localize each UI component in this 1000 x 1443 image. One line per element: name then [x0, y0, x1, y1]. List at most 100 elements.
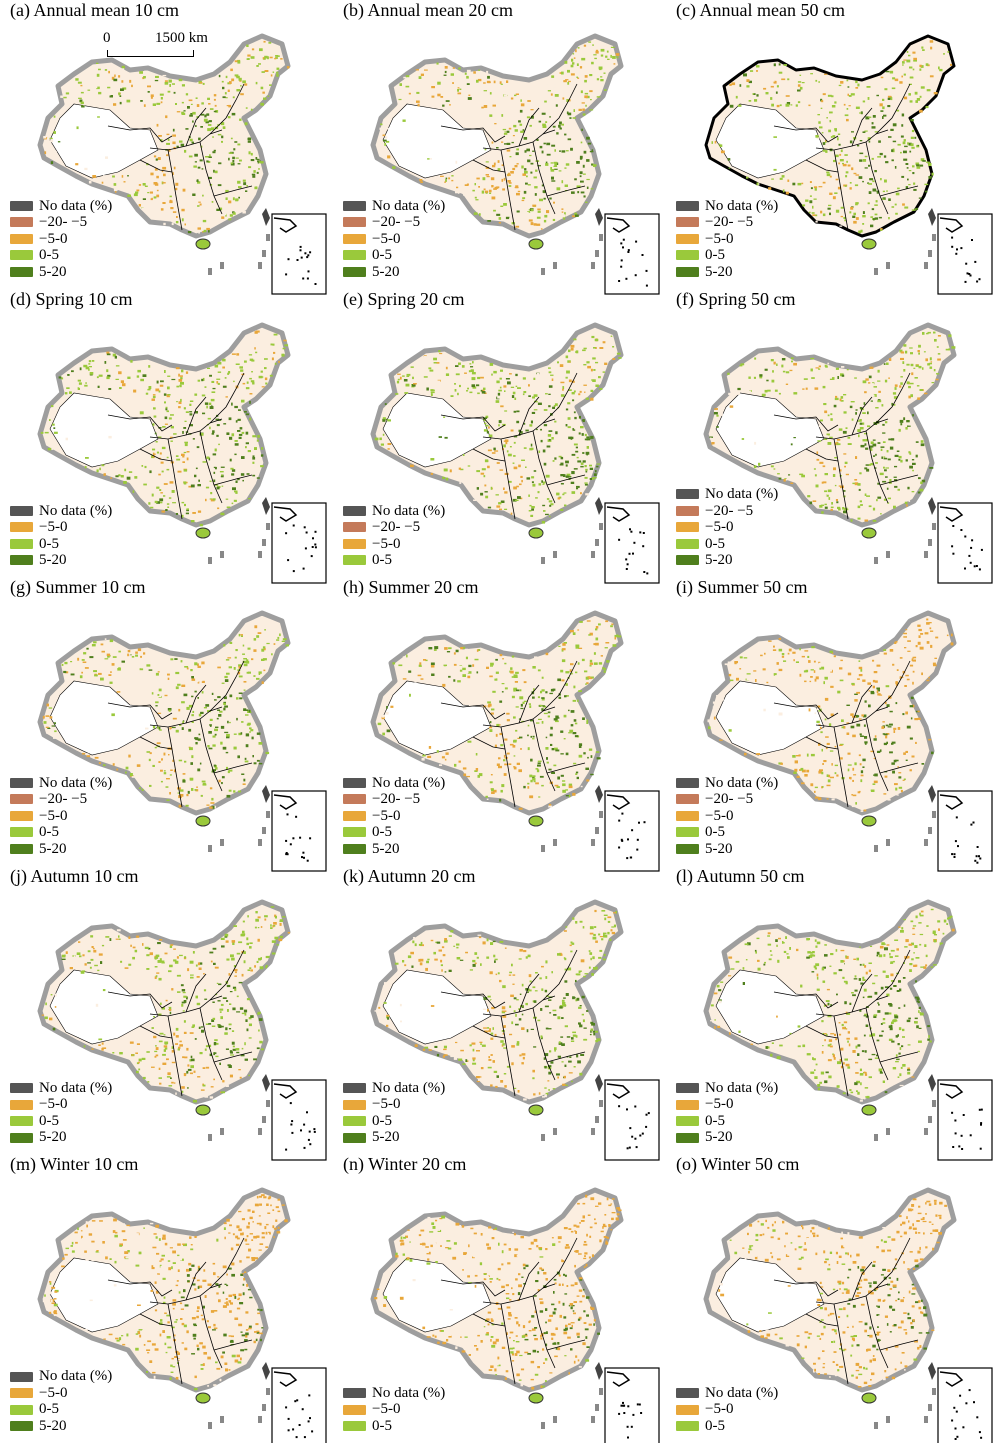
raster-cell	[403, 76, 407, 79]
raster-cell	[572, 700, 577, 702]
raster-cell	[880, 445, 885, 448]
raster-cell	[906, 51, 909, 53]
raster-cell	[239, 206, 242, 209]
raster-cell	[822, 464, 826, 467]
raster-cell	[873, 671, 878, 674]
raster-cell	[143, 76, 146, 79]
raster-cell	[172, 172, 174, 175]
raster-cell	[519, 109, 523, 113]
raster-cell	[50, 731, 54, 735]
raster-cell	[209, 405, 214, 409]
raster-cell	[843, 395, 847, 398]
raster-cell	[509, 971, 512, 973]
raster-cell	[886, 449, 889, 452]
raster-cell	[206, 804, 210, 806]
raster-cell	[748, 376, 751, 379]
raster-cell	[242, 80, 246, 84]
raster-cell	[181, 701, 185, 704]
legend-label: −20- −5	[39, 214, 88, 230]
raster-cell	[603, 934, 605, 938]
raster-cell	[746, 85, 750, 88]
raster-cell	[948, 347, 950, 350]
raster-cell	[584, 476, 588, 479]
raster-cell	[217, 133, 222, 136]
raster-cell	[534, 656, 538, 660]
raster-cell	[583, 363, 587, 365]
raster-cell	[548, 366, 551, 369]
raster-cell	[153, 415, 157, 418]
raster-cell	[141, 464, 144, 467]
raster-cell	[711, 141, 713, 144]
legend-swatch	[10, 1099, 33, 1110]
raster-cell	[834, 397, 839, 400]
raster-cell	[251, 48, 255, 51]
raster-cell	[900, 135, 904, 138]
raster-cell	[902, 671, 906, 674]
region-boundary	[199, 719, 223, 792]
raster-cell	[165, 508, 168, 511]
raster-cell	[554, 420, 557, 423]
raster-cell	[834, 121, 837, 123]
boundary-dash	[553, 839, 557, 847]
raster-cell	[830, 417, 833, 421]
raster-cell	[164, 694, 168, 697]
raster-cell	[527, 747, 530, 751]
raster-cell	[497, 395, 501, 399]
raster-cell	[778, 63, 781, 66]
raster-cell	[249, 942, 253, 944]
raster-cell	[198, 678, 203, 682]
raster-cell	[577, 780, 580, 783]
raster-cell	[871, 208, 875, 211]
raster-cell	[868, 381, 871, 384]
raster-cell	[813, 186, 818, 189]
raster-cell	[182, 430, 184, 434]
hainan-island	[195, 527, 211, 539]
raster-cell	[261, 385, 265, 387]
raster-cell	[532, 696, 535, 699]
raster-cell	[885, 733, 890, 735]
raster-cell	[459, 961, 463, 964]
raster-cell	[855, 411, 857, 415]
legend-label: 0-5	[705, 824, 725, 841]
raster-cell	[216, 434, 219, 437]
raster-cell	[232, 1045, 235, 1048]
raster-cell	[500, 83, 503, 85]
raster-cell	[843, 489, 846, 492]
raster-cell	[256, 635, 260, 638]
raster-cell	[584, 481, 588, 484]
raster-cell	[513, 997, 517, 1000]
raster-cell	[236, 952, 241, 955]
raster-cell	[65, 951, 68, 954]
raster-cell	[908, 54, 911, 57]
raster-cell	[943, 53, 945, 55]
raster-cell	[532, 666, 536, 669]
raster-cell	[485, 161, 489, 163]
raster-cell	[908, 395, 911, 398]
raster-cell	[221, 473, 223, 477]
raster-cell	[584, 391, 586, 393]
raster-cell	[790, 482, 794, 484]
raster-cell	[871, 126, 876, 129]
raster-cell	[519, 948, 523, 952]
raster-cell	[565, 460, 569, 463]
raster-cell	[855, 802, 857, 805]
raster-cell	[402, 656, 405, 659]
raster-cell	[901, 676, 904, 679]
raster-cell	[518, 807, 523, 810]
raster-cell	[567, 401, 571, 404]
raster-cell	[243, 182, 247, 186]
raster-cell	[213, 94, 217, 97]
raster-cell	[819, 769, 823, 772]
legend-item: 5-20	[10, 552, 112, 569]
raster-cell	[233, 499, 237, 502]
raster-cell	[131, 656, 135, 658]
raster-cell	[937, 334, 941, 337]
raster-cell	[549, 504, 552, 507]
raster-cell	[523, 137, 528, 140]
raster-cell	[462, 767, 467, 770]
raster-cell	[892, 663, 895, 666]
raster-cell	[514, 94, 517, 97]
raster-cell	[221, 682, 225, 685]
legend-item: No data (%)	[10, 775, 112, 792]
raster-cell	[580, 180, 584, 183]
